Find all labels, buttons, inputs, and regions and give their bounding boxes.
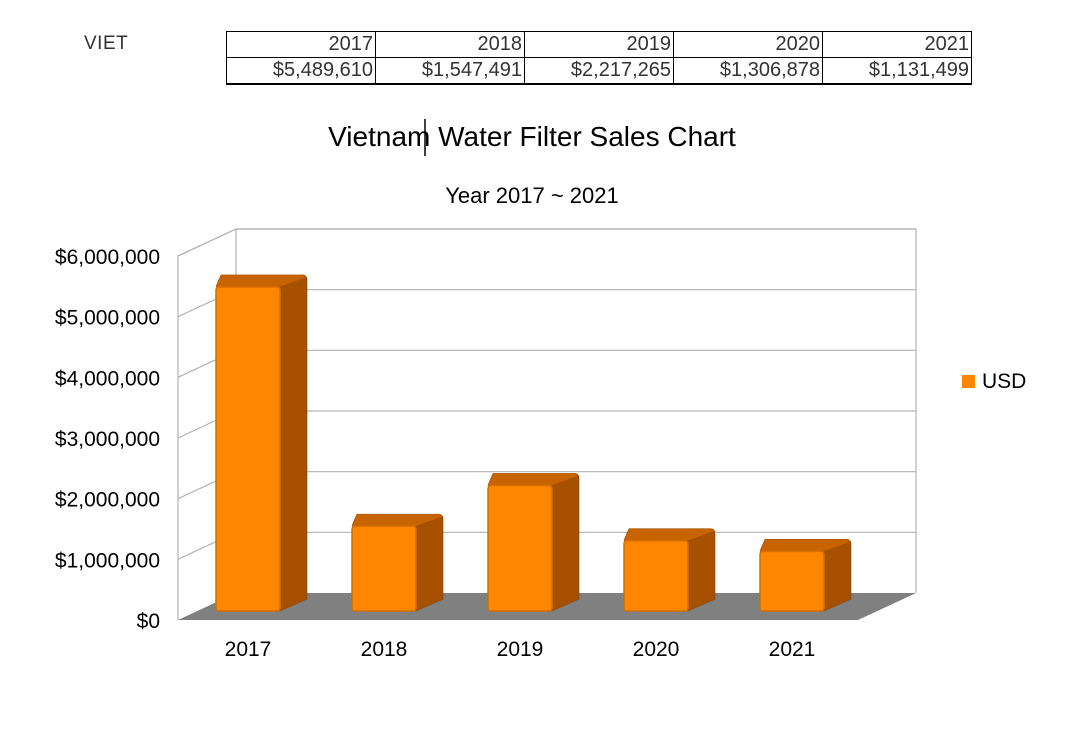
bar-front bbox=[351, 525, 417, 612]
y-tick-label: $4,000,000 bbox=[55, 367, 160, 390]
table-cell-year[interactable]: 2020 bbox=[673, 31, 823, 58]
table-cell-year[interactable]: 2021 bbox=[822, 31, 972, 58]
bar-top bbox=[215, 274, 306, 288]
y-tick-label: $6,000,000 bbox=[55, 246, 160, 269]
bar[interactable] bbox=[351, 513, 444, 612]
table-cell-amount[interactable]: $1,306,878 bbox=[673, 57, 823, 85]
y-tick-label: $1,000,000 bbox=[55, 549, 160, 572]
table-cell-amount[interactable]: $5,489,610 bbox=[226, 57, 376, 85]
bar-front bbox=[623, 539, 689, 612]
bar[interactable] bbox=[759, 539, 852, 612]
table-row-label: VIET bbox=[84, 33, 129, 54]
table-row-amounts: $5,489,610 $1,547,491 $2,217,265 $1,306,… bbox=[226, 57, 972, 85]
y-tick-label: $5,000,000 bbox=[55, 307, 160, 330]
chart-subtitle: Year 2017 ~ 2021 bbox=[445, 183, 619, 208]
data-table: 2017 2018 2019 2020 2021 $5,489,610 $1,5… bbox=[226, 31, 972, 85]
bar[interactable] bbox=[215, 274, 308, 612]
bar-side bbox=[551, 473, 580, 612]
y-axis-tick-labels: $0 $1,000,000 $2,000,000 $3,000,000 $4,000,0… bbox=[55, 246, 160, 633]
chart-bars bbox=[215, 274, 852, 612]
x-tick-label: 2020 bbox=[633, 638, 680, 661]
bar-side bbox=[687, 528, 716, 612]
table-cell-amount[interactable]: $1,547,491 bbox=[375, 57, 525, 85]
bar-side bbox=[279, 274, 308, 612]
bar-front bbox=[215, 286, 281, 612]
y-tick-label: $0 bbox=[137, 610, 160, 633]
x-tick-label: 2017 bbox=[225, 638, 272, 661]
bar-top bbox=[759, 539, 850, 552]
legend: USD bbox=[962, 370, 1026, 393]
x-tick-label: 2021 bbox=[769, 638, 816, 661]
bar[interactable] bbox=[623, 528, 716, 612]
table-cell-year[interactable]: 2017 bbox=[226, 31, 376, 58]
x-tick-label: 2019 bbox=[497, 638, 544, 661]
legend-swatch-usd bbox=[962, 375, 975, 388]
y-tick-label: $3,000,000 bbox=[55, 428, 160, 451]
table-cell-amount[interactable]: $1,131,499 bbox=[822, 57, 972, 85]
bar-front bbox=[487, 484, 553, 612]
table-row-years: 2017 2018 2019 2020 2021 bbox=[226, 31, 972, 58]
bar-side bbox=[415, 513, 444, 612]
x-tick-label: 2018 bbox=[361, 638, 408, 661]
y-tick-label: $2,000,000 bbox=[55, 489, 160, 512]
gridline bbox=[177, 228, 916, 257]
table-cell-year[interactable]: 2019 bbox=[524, 31, 674, 58]
bar-front bbox=[759, 550, 825, 612]
x-axis-tick-labels: 2017 2018 2019 2020 2021 bbox=[225, 638, 816, 661]
bar[interactable] bbox=[487, 473, 580, 612]
chart-title: Vietnam Water Filter Sales Chart bbox=[328, 121, 736, 152]
bar-top bbox=[623, 528, 714, 542]
table-cell-year[interactable]: 2018 bbox=[375, 31, 525, 58]
bar-top bbox=[487, 473, 578, 486]
table-cell-amount[interactable]: $2,217,265 bbox=[524, 57, 674, 85]
bar-top bbox=[351, 513, 442, 527]
legend-label-usd: USD bbox=[982, 370, 1026, 393]
